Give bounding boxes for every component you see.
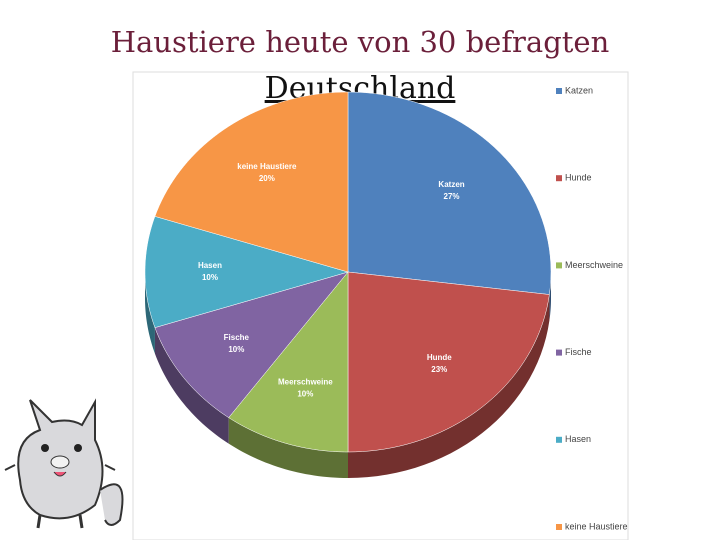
- slice: [154, 271, 349, 418]
- data-label-name: Hasen: [198, 261, 222, 270]
- slice-side: [145, 272, 155, 354]
- slice: [144, 216, 349, 328]
- data-label-value: 10%: [228, 345, 244, 354]
- slice-side: [348, 294, 550, 478]
- legend-swatch: [556, 262, 562, 269]
- legend-label: Hasen: [565, 434, 591, 444]
- data-label-name: keine Haustiere: [237, 162, 297, 171]
- slice-side: [228, 417, 348, 478]
- data-label-value: 20%: [259, 174, 275, 183]
- data-label-value: 23%: [431, 365, 447, 374]
- data-label-value: 10%: [297, 390, 313, 399]
- slice-side: [154, 327, 229, 444]
- cat-illustration: [4, 398, 124, 529]
- slice: [154, 91, 349, 273]
- legend-label: keine Haustiere: [565, 521, 628, 531]
- legend-swatch: [556, 524, 562, 530]
- data-label-value: 10%: [202, 273, 218, 282]
- legend-label: Katzen: [565, 85, 593, 95]
- legend-swatch: [556, 175, 562, 182]
- legend-swatch: [556, 88, 562, 94]
- data-label-name: Katzen: [438, 180, 464, 189]
- slice: [347, 91, 552, 295]
- legend-label: Fische: [565, 347, 592, 357]
- data-label-name: Meerschweine: [278, 378, 333, 387]
- data-label-name: Hunde: [427, 353, 452, 362]
- legend-swatch: [556, 436, 562, 443]
- legend-label: Hunde: [565, 173, 592, 183]
- chart-title: Haustiere heute von 30 befragten: [111, 25, 610, 59]
- legend-label: Meerschweine: [565, 260, 623, 270]
- slice: [347, 271, 550, 453]
- data-label-name: Fische: [224, 333, 250, 342]
- legend-swatch: [556, 349, 562, 356]
- data-label-value: 27%: [444, 192, 460, 201]
- slice: [228, 271, 349, 453]
